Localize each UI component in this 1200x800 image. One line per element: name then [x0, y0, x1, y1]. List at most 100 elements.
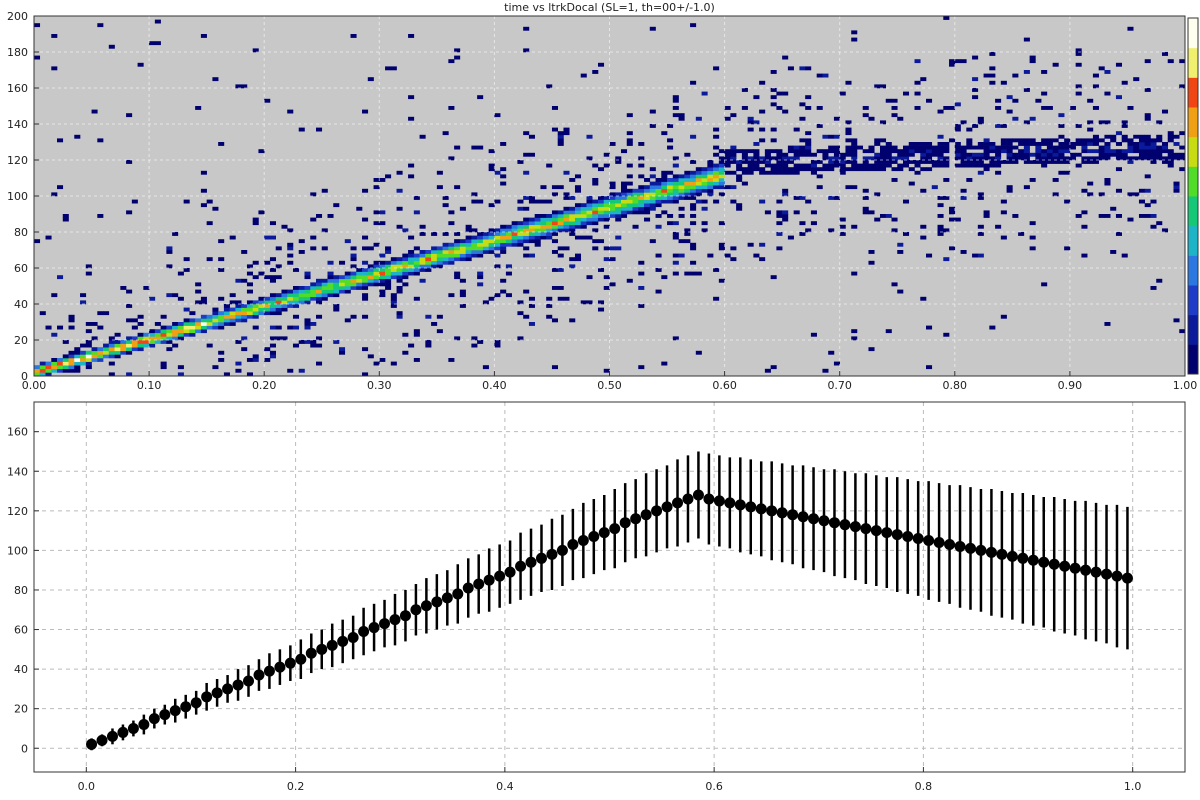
heatmap-cell — [97, 23, 104, 28]
heatmap-cell — [1000, 142, 1007, 146]
heatmap-cell — [667, 199, 674, 204]
heatmap-cell — [448, 156, 455, 161]
heatmap-cell — [546, 163, 553, 168]
heatmap-cell — [1150, 152, 1157, 157]
heatmap-cell — [995, 170, 1002, 175]
heatmap-cell — [212, 318, 219, 323]
heatmap-cell — [557, 142, 564, 146]
heatmap-cell — [1023, 70, 1030, 74]
heatmap-cell — [195, 325, 202, 330]
heatmap-cell — [943, 257, 950, 262]
heatmap-cell — [80, 300, 87, 305]
heatmap-cell — [828, 163, 835, 168]
heatmap-cell — [626, 206, 633, 211]
heatmap-cell — [678, 113, 685, 118]
heatmap-cell — [413, 257, 420, 262]
heatmap-cell — [724, 116, 731, 121]
heatmap-cell — [672, 196, 679, 200]
heatmap-cell — [690, 185, 697, 190]
heatmap-cell — [287, 260, 294, 265]
heatmap-cell — [523, 224, 530, 229]
heatmap-cell — [684, 181, 691, 186]
heatmap-cell — [713, 66, 720, 71]
heatmap-cell — [373, 278, 380, 283]
heatmap-cell — [638, 206, 645, 211]
heatmap-cell — [1127, 149, 1134, 154]
heatmap-cell — [367, 264, 374, 269]
heatmap-cell — [459, 257, 466, 262]
heatmap-cell — [1069, 152, 1076, 157]
heatmap-cell — [580, 206, 587, 211]
heatmap-cell — [551, 106, 558, 110]
heatmap-cell — [546, 314, 553, 319]
heatmap-cell — [563, 131, 570, 136]
heatmap-cell — [344, 278, 351, 283]
heatmap-cell — [74, 358, 81, 362]
data-point — [797, 511, 809, 523]
heatmap-cell — [200, 203, 207, 208]
heatmap-cell — [747, 149, 754, 154]
heatmap-cell — [316, 336, 323, 341]
heatmap-cell — [385, 174, 392, 179]
data-point — [619, 517, 631, 529]
heatmap-cell — [385, 278, 392, 283]
heatmap-cell — [724, 185, 731, 190]
heatmap-cell — [1023, 152, 1030, 157]
heatmap-cell — [258, 271, 265, 276]
heatmap-cell — [206, 322, 213, 326]
heatmap-cell — [741, 149, 748, 154]
heatmap-cell — [701, 181, 708, 186]
heatmap-cell — [741, 106, 748, 110]
heatmap-cell — [586, 206, 593, 211]
heatmap-cell — [891, 145, 898, 150]
heatmap-cell — [517, 228, 524, 233]
heatmap-cell — [413, 296, 420, 301]
profile-background — [34, 402, 1185, 772]
heatmap-cell — [626, 113, 633, 118]
heatmap-cell — [546, 214, 553, 218]
heatmap-cell — [776, 246, 783, 251]
heatmap-x-tick-label: 0.00 — [22, 379, 47, 392]
heatmap-cell — [937, 156, 944, 161]
heatmap-cell — [362, 246, 369, 251]
heatmap-cell — [626, 138, 633, 143]
heatmap-cell — [845, 185, 852, 190]
heatmap-cell — [810, 221, 817, 226]
heatmap-cell — [1018, 156, 1025, 161]
heatmap-cell — [200, 322, 207, 326]
heatmap-cell — [80, 293, 87, 298]
heatmap-cell — [1029, 116, 1036, 121]
heatmap-cell — [1035, 160, 1042, 164]
heatmap-cell — [189, 311, 196, 316]
heatmap-cell — [718, 278, 725, 283]
heatmap-cell — [505, 271, 512, 276]
heatmap-cell — [246, 358, 253, 362]
heatmap-cell — [333, 278, 340, 283]
heatmap-cell — [258, 304, 265, 308]
data-point — [86, 738, 98, 750]
heatmap-cell — [805, 142, 812, 146]
heatmap-cell — [68, 358, 75, 362]
heatmap-cell — [609, 142, 616, 146]
heatmap-cell — [759, 138, 766, 143]
heatmap-x-tick-label: 0.20 — [252, 379, 277, 392]
heatmap-cell — [868, 260, 875, 265]
heatmap-cell — [1052, 152, 1059, 157]
heatmap-cell — [586, 221, 593, 226]
heatmap-cell — [264, 260, 271, 265]
heatmap-cell — [868, 163, 875, 168]
heatmap-cell — [897, 152, 904, 157]
heatmap-cell — [972, 253, 979, 258]
heatmap-cell — [350, 282, 357, 287]
heatmap-cell — [724, 253, 731, 258]
heatmap-cell — [833, 163, 840, 168]
heatmap-cell — [241, 278, 248, 283]
heatmap-cell — [1104, 91, 1111, 96]
heatmap-cell — [252, 275, 259, 280]
heatmap-x-tick-label: 0.30 — [367, 379, 392, 392]
heatmap-cell — [960, 145, 967, 150]
heatmap-cell — [321, 289, 328, 294]
heatmap-cell — [367, 271, 374, 276]
heatmap-cell — [983, 142, 990, 146]
heatmap-cell — [275, 304, 282, 308]
